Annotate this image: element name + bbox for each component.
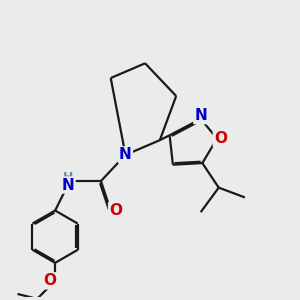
Text: H: H <box>63 171 74 184</box>
Text: N: N <box>62 178 75 193</box>
Text: O: O <box>214 131 227 146</box>
Text: N: N <box>119 147 132 162</box>
Text: O: O <box>109 203 122 218</box>
Text: N: N <box>194 108 207 123</box>
Text: O: O <box>44 273 57 288</box>
